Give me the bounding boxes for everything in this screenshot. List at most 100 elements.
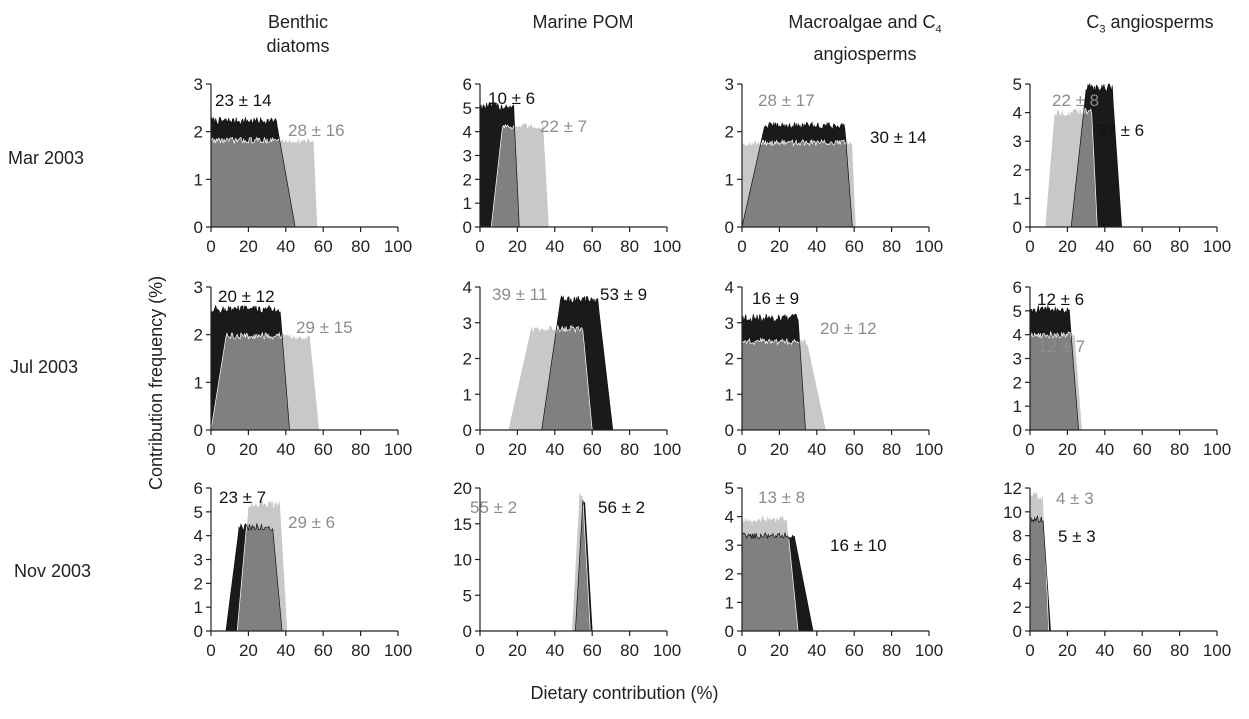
series-annotation: 29 ± 15	[296, 318, 353, 337]
x-tick-label: 20	[239, 440, 258, 459]
y-tick-label: 20	[453, 479, 472, 498]
series-annotation: 16 ± 10	[830, 536, 887, 555]
x-tick-label: 0	[475, 237, 484, 256]
y-tick-label: 3	[725, 536, 734, 555]
y-tick-label: 4	[463, 123, 472, 142]
series-annotation: 20 ± 12	[218, 287, 275, 306]
y-tick-label: 5	[463, 586, 472, 605]
series-annotation: 28 ± 17	[758, 91, 815, 110]
x-tick-label: 40	[807, 237, 826, 256]
series-annotation: 5 ± 3	[1058, 527, 1096, 546]
x-tick-label: 100	[915, 641, 943, 660]
x-tick-label: 60	[1133, 440, 1152, 459]
y-tick-label: 3	[463, 147, 472, 166]
y-tick-label: 3	[194, 278, 203, 297]
series-annotation: 22 ± 7	[540, 117, 587, 136]
y-tick-label: 5	[1013, 302, 1022, 321]
x-tick-label: 100	[1203, 440, 1231, 459]
x-tick-label: 80	[882, 440, 901, 459]
series-annotation: 37 ± 6	[1097, 121, 1144, 140]
y-tick-label: 4	[194, 527, 203, 546]
x-tick-label: 80	[620, 237, 639, 256]
x-tick-label: 20	[1058, 641, 1077, 660]
x-tick-label: 80	[351, 237, 370, 256]
row-label-nov-2003: Nov 2003	[14, 561, 92, 581]
series-annotation: 12 ± 7	[1038, 337, 1085, 356]
area-overlap	[1030, 108, 1217, 227]
x-tick-label: 80	[620, 440, 639, 459]
x-tick-label: 100	[653, 237, 681, 256]
y-tick-label: 0	[463, 421, 472, 440]
x-tick-label: 20	[508, 237, 527, 256]
area-overlap	[742, 532, 929, 631]
x-tick-label: 100	[653, 440, 681, 459]
y-tick-label: 1	[1013, 397, 1022, 416]
x-tick-label: 80	[882, 641, 901, 660]
series-annotation: 22 ± 8	[1052, 91, 1099, 110]
x-tick-label: 100	[915, 237, 943, 256]
x-tick-label: 100	[384, 237, 412, 256]
y-tick-label: 4	[1013, 104, 1022, 123]
series-annotation: 55 ± 2	[470, 498, 517, 517]
x-tick-label: 0	[1025, 641, 1034, 660]
panel: 0 1 2 3 0 20 40 60 80 100 30 ± 14 28 ± 17	[725, 75, 944, 256]
y-tick-label: 3	[194, 551, 203, 570]
x-tick-label: 20	[1058, 237, 1077, 256]
area-overlap	[211, 137, 398, 227]
y-tick-label: 0	[463, 622, 472, 641]
x-tick-label: 20	[770, 641, 789, 660]
y-tick-label: 2	[725, 123, 734, 142]
y-tick-label: 0	[1013, 218, 1022, 237]
y-tick-label: 0	[725, 622, 734, 641]
x-tick-label: 20	[508, 641, 527, 660]
column-title-line1: Macroalgae and C	[788, 12, 936, 32]
series-annotation: 10 ± 6	[488, 89, 535, 108]
y-tick-label: 2	[1013, 373, 1022, 392]
column-title-line2: angiosperms	[813, 43, 917, 64]
y-tick-label: 0	[725, 218, 734, 237]
x-tick-label: 20	[1058, 440, 1077, 459]
area-overlap	[742, 139, 929, 227]
y-tick-label: 2	[1013, 161, 1022, 180]
y-tick-label: 2	[194, 574, 203, 593]
y-tick-label: 4	[463, 278, 472, 297]
column-title-benthic-diatoms: Benthic diatoms	[238, 10, 358, 58]
y-tick-label: 0	[1013, 622, 1022, 641]
panel: 0 1 2 3 4 5 0 20 40 60 80 100 37 ± 6 22 ± 8	[1013, 75, 1232, 256]
y-tick-label: 2	[725, 565, 734, 584]
series-annotation: 12 ± 6	[1037, 290, 1084, 309]
y-tick-label: 6	[194, 479, 203, 498]
y-tick-label: 4	[1013, 574, 1022, 593]
y-tick-label: 6	[1013, 551, 1022, 570]
y-tick-label: 2	[725, 350, 734, 369]
y-tick-label: 1	[1013, 189, 1022, 208]
column-title-line2: diatoms	[266, 36, 330, 56]
y-tick-label: 0	[194, 421, 203, 440]
y-tick-label: 3	[725, 314, 734, 333]
y-tick-label: 2	[194, 326, 203, 345]
x-tick-label: 0	[206, 237, 215, 256]
y-tick-label: 3	[194, 75, 203, 94]
x-tick-label: 100	[653, 641, 681, 660]
area-overlap	[211, 523, 398, 631]
x-tick-label: 100	[1203, 237, 1231, 256]
y-tick-label: 4	[1013, 326, 1022, 345]
x-tick-label: 40	[545, 641, 564, 660]
panel: 0 1 2 3 0 20 40 60 80 100 23 ± 14 28 ± 16	[194, 75, 413, 256]
x-tick-label: 60	[314, 641, 333, 660]
series-annotation: 53 ± 9	[600, 285, 647, 304]
x-tick-label: 80	[1170, 641, 1189, 660]
area-series-black	[1030, 516, 1217, 631]
column-title-line1: Benthic	[267, 12, 329, 32]
x-tick-label: 60	[845, 440, 864, 459]
y-tick-label: 1	[194, 598, 203, 617]
y-tick-label: 0	[725, 421, 734, 440]
y-tick-label: 5	[463, 99, 472, 118]
y-tick-label: 3	[463, 314, 472, 333]
y-tick-label: 1	[463, 194, 472, 213]
panel: 0 5 10 15 20 0 20 40 60 80 100 56 ± 2 55 ± 2	[453, 479, 681, 660]
column-title-macroalgae: Macroalgae and C4 angiosperms	[755, 10, 975, 66]
